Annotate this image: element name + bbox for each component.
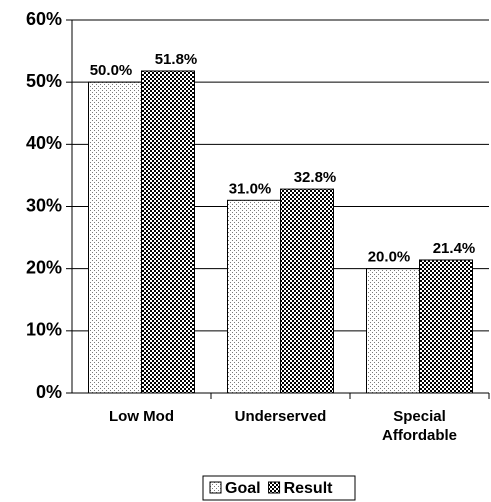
x-tick-label: Special Affordable [382,408,457,444]
y-tick-label: 30% [26,195,62,215]
bar [419,259,473,394]
data-label: 50.0% [90,62,133,79]
bar [280,188,334,394]
data-label: 31.0% [229,180,272,197]
legend-swatch [209,481,222,494]
y-tick-label: 20% [26,257,62,277]
y-tick-label: 60% [26,9,62,29]
y-tick-label: 10% [26,320,62,340]
bar [366,268,420,394]
data-label: 32.8% [294,169,337,186]
data-label: 51.8% [155,51,198,68]
x-tick-label: Low Mod [109,408,174,425]
x-tick-label: Underserved [234,408,327,425]
y-tick-label: 50% [26,71,62,91]
legend-label: Result [284,480,334,497]
y-tick-label: 0% [36,382,62,402]
bar [227,199,281,394]
legend-swatch [268,481,281,494]
bar [141,70,195,394]
y-tick-label: 40% [26,133,62,153]
legend-label: Goal [225,480,261,497]
data-label: 20.0% [368,249,411,266]
bar [88,81,142,394]
data-label: 21.4% [433,240,476,257]
